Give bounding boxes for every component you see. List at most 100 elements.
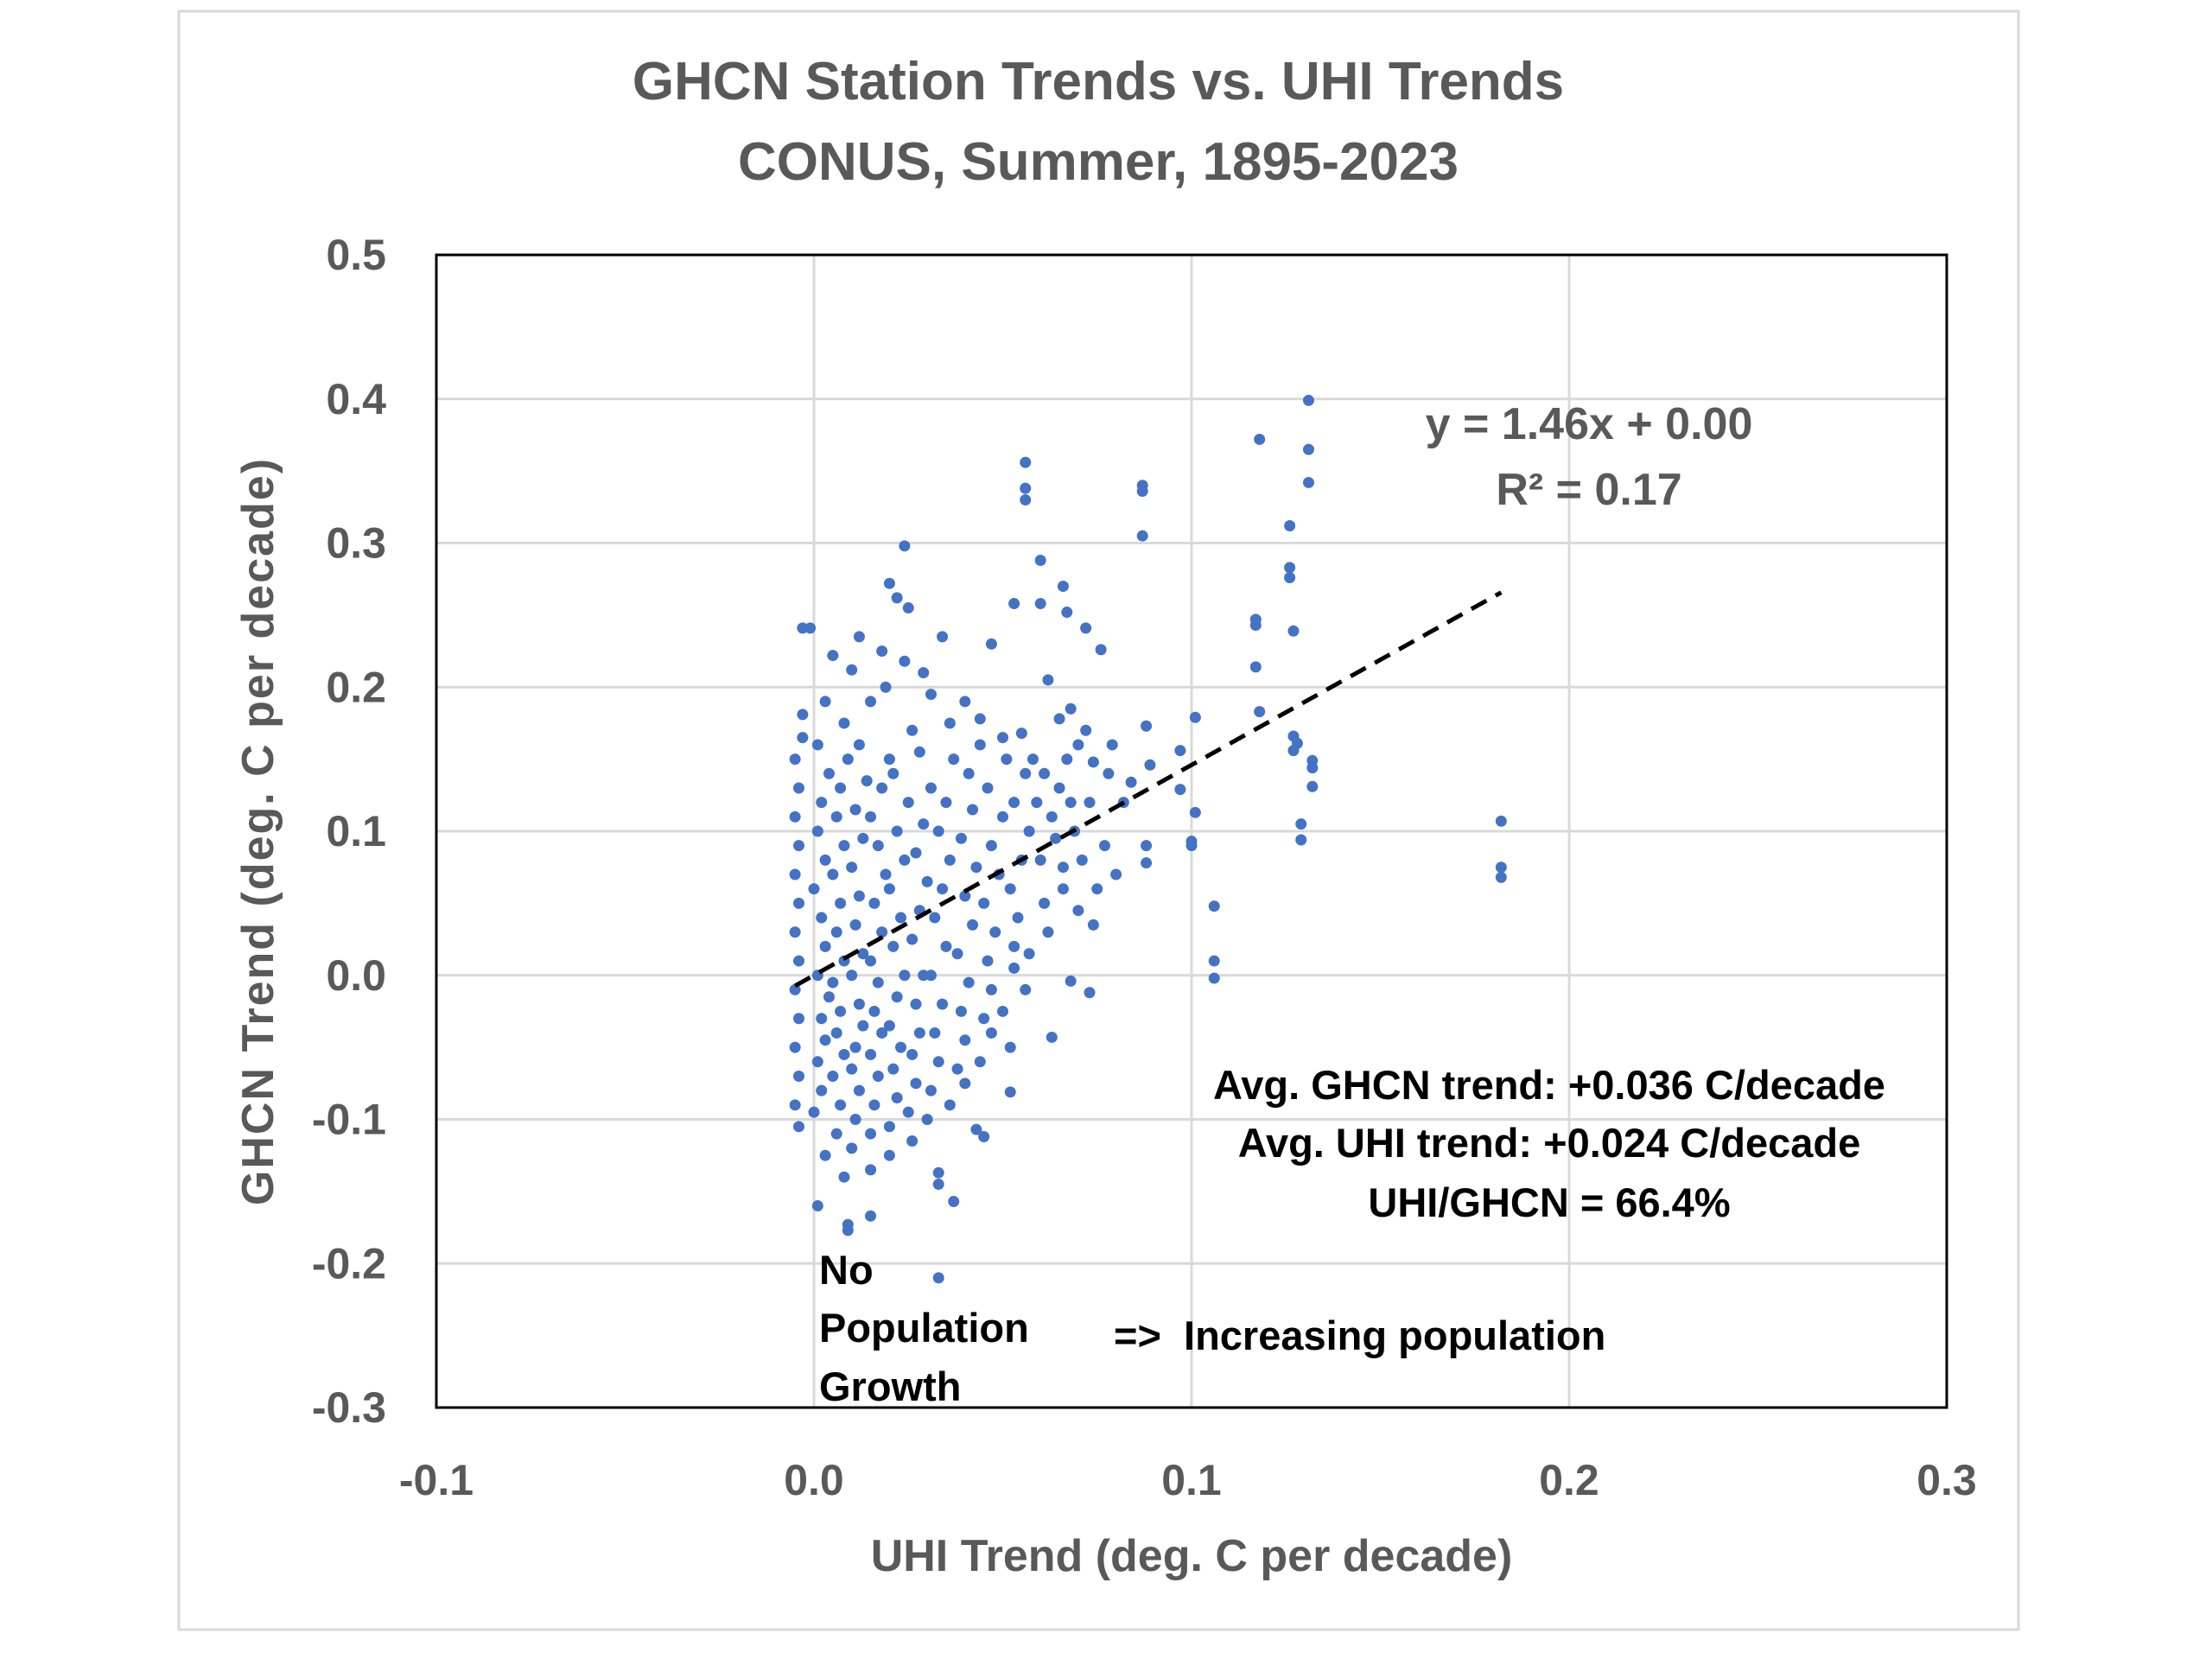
data-point bbox=[1136, 530, 1148, 542]
data-point bbox=[1057, 883, 1069, 895]
data-point bbox=[1098, 840, 1110, 852]
data-point bbox=[899, 540, 911, 552]
data-point bbox=[819, 1149, 831, 1161]
data-point bbox=[797, 732, 809, 744]
data-point bbox=[883, 753, 895, 766]
data-point bbox=[1306, 762, 1319, 774]
data-point bbox=[978, 897, 990, 909]
data-point bbox=[789, 810, 801, 823]
data-point bbox=[835, 782, 847, 794]
data-point bbox=[793, 955, 805, 967]
data-point bbox=[1495, 871, 1507, 883]
data-point bbox=[951, 1063, 963, 1075]
data-point bbox=[1020, 767, 1032, 779]
data-point bbox=[1046, 810, 1058, 823]
data-point bbox=[811, 739, 823, 751]
data-point bbox=[985, 840, 997, 852]
data-point bbox=[880, 681, 892, 693]
data-point bbox=[978, 1013, 990, 1025]
data-point bbox=[959, 1077, 971, 1090]
data-point bbox=[1061, 753, 1073, 766]
data-point bbox=[891, 825, 903, 837]
data-point bbox=[918, 667, 930, 679]
data-point bbox=[1072, 739, 1084, 751]
data-point bbox=[902, 797, 914, 809]
data-point bbox=[1050, 832, 1062, 844]
increasing-population-annotation: => Increasing population bbox=[1114, 1313, 1605, 1358]
data-point bbox=[868, 1099, 880, 1111]
data-point bbox=[849, 804, 861, 816]
data-point bbox=[1057, 861, 1069, 874]
data-point bbox=[793, 840, 805, 852]
data-point bbox=[1141, 857, 1153, 869]
data-point bbox=[910, 998, 922, 1010]
data-point bbox=[970, 861, 982, 874]
x-tick-label: 0.2 bbox=[1539, 1456, 1599, 1504]
trendline-equation: y = 1.46x + 0.00 bbox=[1426, 399, 1753, 449]
x-tick-label: 0.0 bbox=[784, 1456, 844, 1504]
data-point bbox=[827, 650, 839, 662]
no-growth-line-2: Population bbox=[819, 1305, 1029, 1351]
data-point bbox=[959, 890, 971, 902]
data-point bbox=[816, 912, 828, 924]
data-point bbox=[932, 825, 944, 837]
data-point bbox=[789, 1099, 801, 1111]
data-point bbox=[944, 854, 956, 866]
data-point bbox=[1174, 745, 1186, 757]
data-point bbox=[921, 1114, 933, 1125]
data-point bbox=[1034, 854, 1046, 866]
data-point bbox=[789, 926, 801, 938]
data-point bbox=[1208, 900, 1220, 912]
data-point bbox=[1495, 861, 1507, 874]
data-point bbox=[1008, 940, 1020, 952]
data-point bbox=[846, 1142, 858, 1154]
x-tick-label: 0.3 bbox=[1916, 1456, 1977, 1504]
data-point bbox=[910, 847, 922, 859]
data-point bbox=[944, 1099, 956, 1111]
data-point bbox=[793, 782, 805, 794]
data-point bbox=[1141, 720, 1153, 732]
y-tick-label: -0.2 bbox=[312, 1239, 386, 1287]
data-point bbox=[929, 1027, 941, 1039]
data-point bbox=[978, 1131, 990, 1143]
data-point bbox=[816, 1013, 828, 1025]
data-point bbox=[835, 897, 847, 909]
data-point bbox=[1020, 983, 1032, 995]
data-point bbox=[830, 926, 842, 938]
data-point bbox=[1295, 834, 1307, 846]
data-point bbox=[1065, 975, 1077, 987]
x-tick-label: -0.1 bbox=[399, 1456, 474, 1504]
data-point bbox=[811, 825, 823, 837]
data-point bbox=[1208, 972, 1220, 984]
data-point bbox=[1039, 767, 1051, 779]
data-point bbox=[838, 1048, 850, 1060]
data-point bbox=[955, 832, 967, 844]
data-point bbox=[1008, 598, 1020, 610]
data-point bbox=[865, 955, 877, 967]
data-point bbox=[1287, 745, 1300, 757]
data-point bbox=[853, 1084, 865, 1096]
data-point bbox=[895, 1041, 907, 1053]
data-point bbox=[1004, 1086, 1016, 1098]
data-point bbox=[951, 948, 963, 960]
data-point bbox=[846, 969, 858, 982]
y-tick-label: -0.3 bbox=[312, 1383, 386, 1432]
data-point bbox=[1284, 572, 1296, 584]
data-point bbox=[1015, 728, 1027, 740]
data-point bbox=[835, 1099, 847, 1111]
data-point bbox=[823, 767, 835, 779]
data-point bbox=[819, 1034, 831, 1046]
data-point bbox=[1141, 840, 1153, 852]
data-point bbox=[1136, 485, 1148, 497]
data-point bbox=[948, 1196, 960, 1208]
y-tick-labels: 0.5 0.4 0.3 0.2 0.1 0.0 -0.1 -0.2 -0.3 bbox=[312, 231, 386, 1432]
data-point bbox=[846, 1063, 858, 1075]
data-point bbox=[944, 717, 956, 729]
data-point bbox=[868, 1005, 880, 1017]
avg-uhi-annotation: Avg. UHI trend: +0.024 C/decade bbox=[1238, 1120, 1860, 1166]
data-point bbox=[849, 1114, 861, 1125]
data-point bbox=[830, 1027, 842, 1039]
data-point bbox=[808, 1106, 820, 1118]
data-point bbox=[827, 976, 839, 988]
